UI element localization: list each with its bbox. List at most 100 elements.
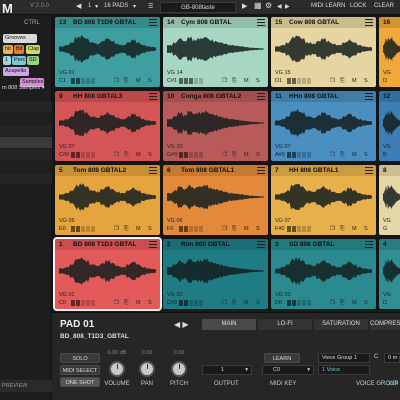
pad-mute-button[interactable]: M: [244, 226, 249, 232]
pad-7[interactable]: 7 HH 808 GBTAL1 VG 07 F#0 ❐ ⎘ M S: [271, 165, 376, 235]
learn-button[interactable]: LEARN: [264, 353, 300, 363]
pad-solo-button[interactable]: S: [256, 226, 260, 232]
pad-solo-button[interactable]: S: [364, 152, 368, 158]
browser-row[interactable]: [0, 173, 52, 184]
volume-meter[interactable]: [71, 152, 97, 158]
copy-icon[interactable]: ❐: [114, 226, 119, 232]
next-preset-icon[interactable]: ▶: [285, 4, 290, 10]
lock-button[interactable]: LOCK: [350, 3, 367, 9]
page-dropdown-icon[interactable]: ▾: [95, 4, 99, 10]
volume-meter[interactable]: [287, 152, 313, 158]
tag-sd[interactable]: SD: [27, 56, 39, 65]
paste-icon[interactable]: ⎘: [232, 300, 237, 306]
tag-bit[interactable]: Bit: [14, 45, 24, 54]
paste-icon[interactable]: ⎘: [340, 152, 345, 158]
pad-solo-button[interactable]: S: [256, 78, 260, 84]
volume-meter[interactable]: [179, 226, 205, 232]
tab-main[interactable]: MAIN: [202, 319, 256, 330]
pad-mute-button[interactable]: M: [352, 226, 357, 232]
pad-solo-button[interactable]: S: [148, 300, 152, 306]
volume-meter[interactable]: [179, 78, 205, 84]
preset-menu-icon[interactable]: ☰: [148, 4, 154, 10]
pad-2[interactable]: 2 Rim 808 GBTAL VG 02 C#0 ❐ ⎘ M S: [163, 239, 268, 309]
pad-menu-icon[interactable]: [149, 19, 157, 26]
pad-menu-icon[interactable]: [149, 167, 157, 174]
copy-icon[interactable]: ❐: [114, 78, 119, 84]
volume-meter[interactable]: [71, 78, 97, 84]
pad-9[interactable]: 9 HH 808 GBTAL3 VG 07 C#0 ❐ ⎘ M S: [55, 91, 160, 161]
pan-knob[interactable]: [139, 361, 155, 377]
pad-16[interactable]: 16 VG D: [379, 17, 400, 87]
pad-mute-button[interactable]: M: [244, 300, 249, 306]
pad-mute-button[interactable]: M: [136, 300, 141, 306]
pad-mute-button[interactable]: M: [136, 152, 141, 158]
pad-mute-button[interactable]: M: [244, 152, 249, 158]
extra-field[interactable]: 0 m: [384, 353, 400, 363]
pad-10[interactable]: 10 Conga 808 GBTAL2 VG 10 G#0 ❐ ⎘ M S: [163, 91, 268, 161]
pad-menu-icon[interactable]: [257, 167, 265, 174]
pad-3[interactable]: 3 SD 808 GBTAL VG 03 D0 ❐ ⎘ M S: [271, 239, 376, 309]
browser-row-selected[interactable]: [0, 137, 52, 148]
pad-menu-icon[interactable]: [149, 93, 157, 100]
voice-count-select[interactable]: 1 Voice: [318, 365, 370, 375]
pad-5[interactable]: 5 Tom 808 GBTAL2 VG 05 E0 ❐ ⎘ M S: [55, 165, 160, 235]
volume-meter[interactable]: [71, 300, 97, 306]
pad-mute-button[interactable]: M: [352, 152, 357, 158]
pad-mute-button[interactable]: M: [352, 78, 357, 84]
pad-menu-icon[interactable]: [149, 241, 157, 248]
pad-solo-button[interactable]: S: [148, 152, 152, 158]
page-number[interactable]: 1: [88, 3, 92, 9]
volume-meter[interactable]: [71, 226, 97, 232]
pad-menu-icon[interactable]: [365, 93, 373, 100]
tag-acapella[interactable]: Acapella: [3, 67, 29, 76]
paste-icon[interactable]: ⎘: [232, 226, 237, 232]
pad-menu-icon[interactable]: [257, 93, 265, 100]
pad-11[interactable]: 11 HHo 808 GBTAL VG 07 A#0 ❐ ⎘ M S: [271, 91, 376, 161]
volume-meter[interactable]: [287, 300, 313, 306]
pad-menu-icon[interactable]: [365, 19, 373, 26]
browser-row[interactable]: [0, 101, 52, 112]
pad-4[interactable]: 4 VG D: [379, 239, 400, 309]
pads-dropdown-icon[interactable]: ▾: [133, 4, 137, 10]
pad-12[interactable]: 12 VG B: [379, 91, 400, 161]
volume-meter[interactable]: [179, 152, 205, 158]
pad-6[interactable]: 6 Tom 808 GBTAL1 VG 06 F0 ❐ ⎘ M S: [163, 165, 268, 235]
tag-perc[interactable]: Perc: [12, 56, 26, 65]
midi-select-button[interactable]: MIDI SELECT: [60, 365, 100, 375]
pad-mute-button[interactable]: M: [136, 226, 141, 232]
tag-samples[interactable]: Samples: [20, 78, 44, 87]
pad-solo-button[interactable]: S: [364, 78, 368, 84]
pad-15[interactable]: 15 Cow 808 GBTAL VG 15 D1 ❐ ⎘ M S: [271, 17, 376, 87]
paste-icon[interactable]: ⎘: [124, 78, 129, 84]
copy-icon[interactable]: ❐: [330, 226, 335, 232]
tag-grooves[interactable]: Grooves: [3, 34, 37, 43]
paste-icon[interactable]: ⎘: [232, 78, 237, 84]
pad-mute-button[interactable]: M: [136, 78, 141, 84]
pad-13[interactable]: 13 BD 808 T1D9 GBTAL VG 01 C1 ❐ ⎘ M S: [55, 17, 160, 87]
copy-icon[interactable]: ❐: [222, 78, 227, 84]
pad-8[interactable]: 8 VG G: [379, 165, 400, 235]
output-select[interactable]: 1 ▾: [202, 365, 252, 375]
copy-icon[interactable]: ❐: [222, 152, 227, 158]
midi-learn-button[interactable]: MIDI LEARN: [311, 3, 346, 9]
pad-14[interactable]: 14 Cym 808 GBTAL VG 14 C#1 ❐ ⎘ M S: [163, 17, 268, 87]
copy-icon[interactable]: ❐: [114, 300, 119, 306]
play-icon[interactable]: ▶: [242, 3, 248, 10]
pad-menu-icon[interactable]: [257, 241, 265, 248]
preset-name[interactable]: GB-808taste: [160, 2, 236, 13]
paste-icon[interactable]: ⎘: [340, 78, 345, 84]
pad-nav-arrows[interactable]: ◀ ▶: [174, 320, 189, 329]
pad-solo-button[interactable]: S: [364, 226, 368, 232]
solo-button[interactable]: SOLO: [60, 353, 100, 363]
page-left-arrow-icon[interactable]: ◀: [76, 3, 82, 10]
previous-preset-icon[interactable]: ◀: [277, 4, 282, 10]
pad-solo-button[interactable]: S: [148, 226, 152, 232]
save-icon[interactable]: ▦: [254, 1, 262, 10]
paste-icon[interactable]: ⎘: [232, 152, 237, 158]
tag-1[interactable]: 1: [3, 56, 11, 65]
volume-meter[interactable]: [179, 300, 205, 306]
copy-icon[interactable]: ❐: [330, 300, 335, 306]
pad-mute-button[interactable]: M: [352, 300, 357, 306]
paste-icon[interactable]: ⎘: [124, 152, 129, 158]
pad-1[interactable]: 1 BD 808 T1D3 GBTAL VG 01 C0 ❐ ⎘ M S: [53, 237, 162, 311]
